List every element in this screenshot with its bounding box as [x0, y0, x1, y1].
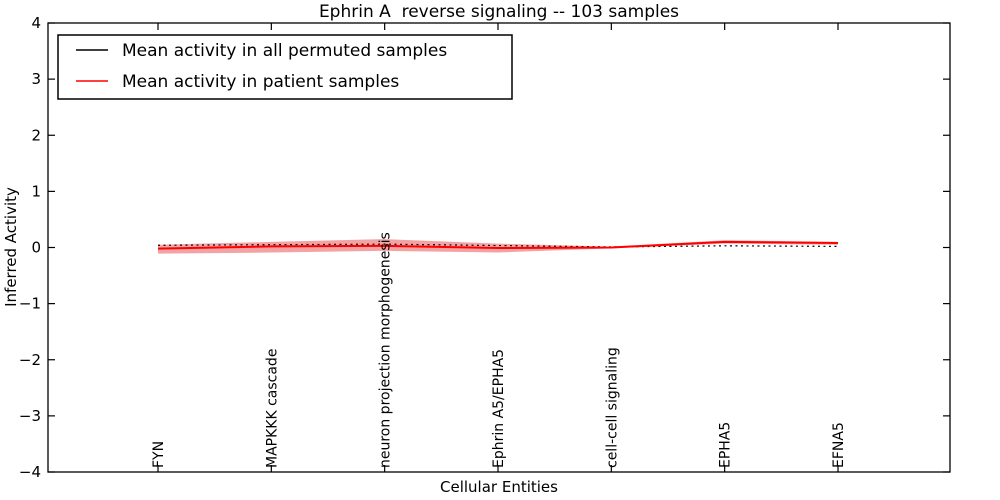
y-tick-label: 4: [31, 14, 41, 32]
y-tick-label: −4: [19, 463, 41, 481]
series-line-0: [157, 243, 839, 248]
series-lines-group: [157, 240, 839, 250]
y-tick-label: 2: [31, 126, 41, 144]
y-tick-label: −3: [19, 407, 41, 425]
x-tick-label: EPHA5: [718, 422, 734, 468]
x-tick-label: FYN: [151, 441, 167, 468]
y-tick-label: −1: [19, 295, 41, 313]
legend-label-patient: Mean activity in patient samples: [122, 72, 399, 92]
legend-label-permuted: Mean activity in all permuted samples: [122, 41, 447, 61]
x-tick-label: neuron projection morphogenesis: [378, 232, 394, 468]
x-tick-label: EFNA5: [831, 422, 847, 468]
y-tick-label: 3: [31, 70, 41, 88]
x-tick-label: MAPKKK cascade: [264, 349, 280, 468]
ticks-group: [48, 22, 950, 473]
std-band-group: [158, 239, 838, 254]
y-tick-label: 1: [31, 182, 41, 200]
y-tick-label: −2: [19, 351, 41, 369]
y-tick-label: 0: [31, 239, 41, 257]
x-tick-labels: FYN MAPKKK cascade neuron projection morph…: [151, 232, 847, 468]
legend: Mean activity in all permuted samples Me…: [57, 34, 513, 100]
x-axis-label: Cellular Entities: [440, 478, 558, 496]
chart-title: Ephrin A reverse signaling -- 103 sample…: [319, 2, 679, 22]
y-axis-label: Inferred Activity: [2, 187, 20, 307]
std-band: [158, 239, 838, 254]
y-tick-labels: 4 3 2 1 0 −1 −2 −3 −4: [19, 14, 41, 481]
series-line-1: [157, 240, 839, 250]
x-tick-label: Ephrin A5/EPHA5: [491, 349, 507, 468]
x-tick-label: cell-cell signaling: [604, 347, 620, 468]
legend-box: [57, 34, 513, 100]
